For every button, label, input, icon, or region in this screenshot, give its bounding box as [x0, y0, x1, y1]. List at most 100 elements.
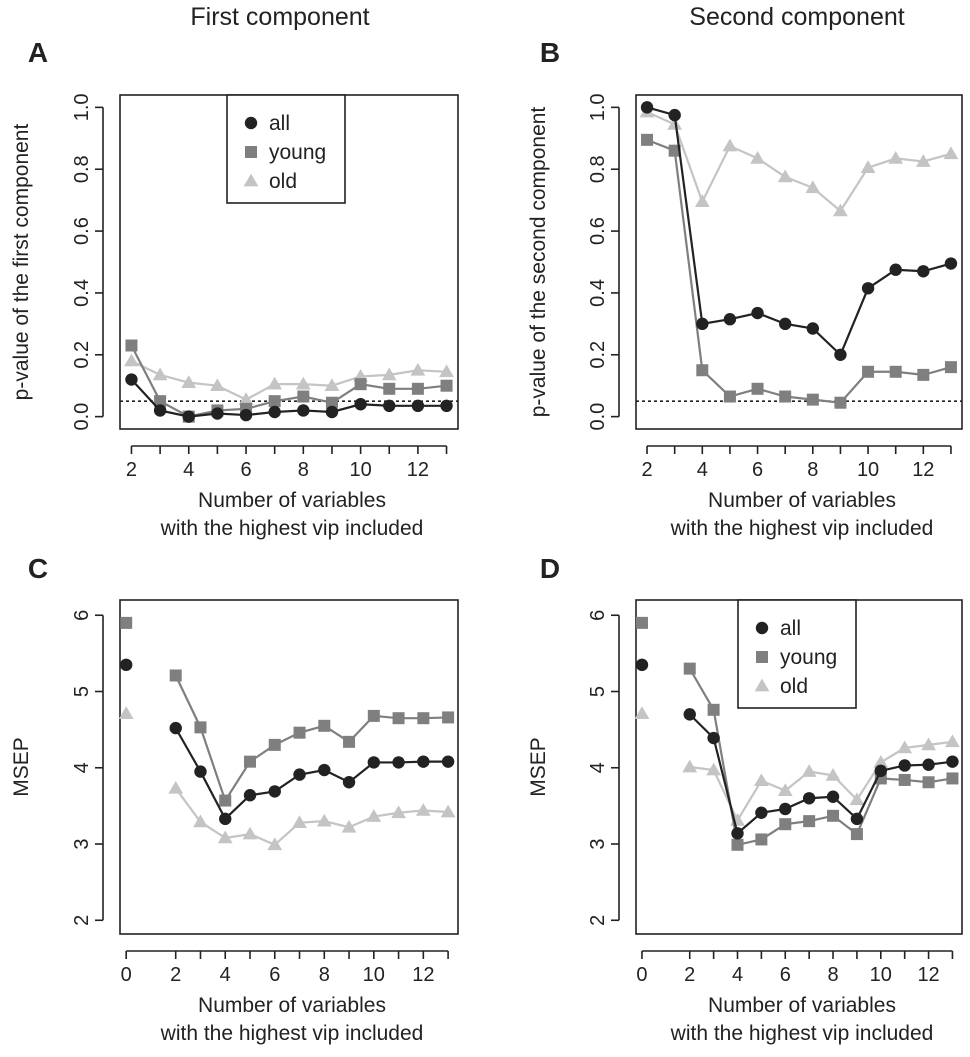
- data-point-old: [292, 815, 307, 828]
- data-point-young: [668, 144, 681, 157]
- series-young: [635, 616, 959, 851]
- data-point-young: [120, 616, 133, 629]
- x-tick-label: 0: [121, 964, 132, 986]
- plot-frame: [635, 94, 963, 430]
- x-tick-label: 12: [917, 964, 939, 986]
- panel-letter: D: [540, 553, 560, 584]
- data-point-old: [410, 362, 426, 376]
- x-axis-label-line2: with the highest vip included: [160, 517, 424, 540]
- x-tick-label: 4: [220, 964, 231, 986]
- legend-label-old: old: [269, 170, 297, 193]
- x-tick-label: 12: [912, 459, 934, 481]
- y-axis-label: p-value of the second component: [527, 107, 550, 418]
- data-point-young: [917, 368, 930, 381]
- data-point-all: [898, 759, 911, 772]
- data-point-old: [706, 762, 722, 776]
- x-tick-label: 6: [752, 459, 763, 481]
- data-point-old: [267, 837, 283, 851]
- data-point-old: [381, 367, 397, 381]
- data-point-old: [341, 819, 357, 833]
- legend-label-young: young: [780, 646, 837, 669]
- data-point-young: [442, 711, 455, 724]
- data-point-all: [696, 317, 709, 331]
- data-point-old: [391, 805, 406, 819]
- x-axis-label-line2: with the highest vip included: [160, 1022, 424, 1045]
- data-point-young: [367, 709, 380, 722]
- data-point-young: [154, 395, 167, 408]
- data-point-all: [806, 322, 820, 335]
- data-point-all: [946, 755, 959, 768]
- data-point-all: [850, 812, 864, 826]
- data-point-all: [751, 306, 764, 320]
- data-point-young: [318, 719, 331, 732]
- data-point-young: [922, 776, 935, 789]
- x-tick-label: 8: [827, 964, 838, 986]
- data-point-young: [297, 390, 310, 403]
- x-tick-label: 12: [412, 964, 434, 986]
- panel-b: B 2 4 6 8 10 12 0.0 0.2 0.4 0.6 0.8 1.0 p-value of th…: [527, 37, 963, 540]
- data-point-old: [777, 783, 793, 796]
- legend-marker-young: [245, 146, 257, 158]
- data-point-old: [440, 804, 456, 818]
- data-point-young: [731, 838, 744, 851]
- x-tick-label: 10: [363, 964, 385, 986]
- data-point-young: [268, 395, 281, 408]
- data-point-young: [417, 712, 430, 725]
- x-tick-label: 2: [641, 459, 652, 481]
- data-point-young: [125, 339, 138, 352]
- y-tick-label: 0.6: [587, 217, 609, 245]
- data-point-all: [917, 265, 930, 278]
- data-point-young: [806, 393, 819, 406]
- data-point-old: [921, 737, 936, 751]
- y-tick-label: 2: [71, 915, 93, 926]
- data-point-old: [801, 764, 817, 777]
- column-title-first: First component: [190, 3, 369, 31]
- y-tick-label: 0.8: [587, 155, 609, 183]
- data-point-old: [366, 809, 382, 822]
- y-tick-label: 0.2: [587, 341, 609, 369]
- y-tick-label: 3: [587, 838, 609, 849]
- data-point-young: [169, 669, 182, 682]
- legend-label-all: all: [269, 112, 290, 135]
- y-axis-label: MSEP: [527, 737, 550, 797]
- data-point-old: [242, 826, 258, 840]
- data-point-all: [268, 405, 281, 419]
- data-point-all: [826, 790, 840, 803]
- data-point-young: [803, 815, 816, 828]
- data-point-young: [683, 662, 696, 675]
- data-point-young: [889, 365, 902, 378]
- data-point-young: [268, 738, 281, 751]
- series-line-young: [174, 675, 449, 804]
- data-point-all: [635, 658, 649, 672]
- data-point-old: [943, 146, 959, 160]
- data-point-old: [168, 780, 184, 794]
- data-point-young: [755, 833, 768, 846]
- legend-marker-old: [243, 173, 259, 187]
- panel-letter: A: [28, 37, 48, 68]
- data-point-old: [181, 375, 197, 388]
- data-point-all: [125, 373, 138, 386]
- data-point-young: [411, 382, 424, 395]
- data-point-old: [849, 792, 865, 806]
- data-point-all: [441, 755, 455, 768]
- data-point-old: [833, 203, 848, 217]
- data-point-all: [731, 827, 744, 840]
- data-point-all: [779, 802, 792, 816]
- y-tick-label: 3: [71, 838, 93, 849]
- data-point-old: [897, 740, 913, 754]
- x-tick-label: 0: [636, 964, 647, 986]
- x-tick-label: 2: [684, 964, 695, 986]
- series-line-old: [130, 359, 447, 401]
- data-point-all: [640, 101, 654, 114]
- x-tick-label: 4: [697, 459, 708, 481]
- x-tick-label: 12: [407, 459, 429, 481]
- series-all: [125, 373, 453, 423]
- data-point-all: [392, 756, 405, 769]
- data-point-all: [778, 317, 792, 331]
- y-axis-label: MSEP: [10, 737, 33, 797]
- x-tick-label: 10: [857, 459, 879, 481]
- legend-label-young: young: [269, 141, 326, 164]
- series-young: [641, 133, 957, 409]
- data-point-old: [415, 803, 431, 816]
- data-point-all: [668, 108, 681, 122]
